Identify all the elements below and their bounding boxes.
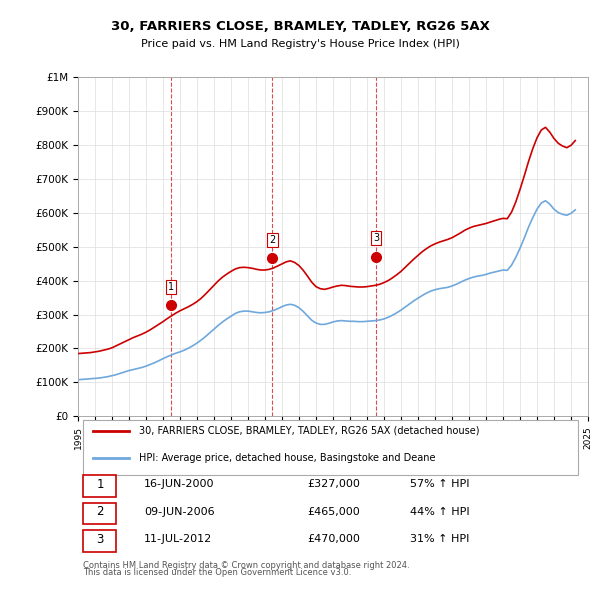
Text: £465,000: £465,000 <box>308 507 360 517</box>
FancyBboxPatch shape <box>83 503 116 524</box>
Text: 09-JUN-2006: 09-JUN-2006 <box>145 507 215 517</box>
Text: This data is licensed under the Open Government Licence v3.0.: This data is licensed under the Open Gov… <box>83 568 352 576</box>
Text: 2: 2 <box>269 235 275 245</box>
Text: 2: 2 <box>96 506 104 519</box>
Text: HPI: Average price, detached house, Basingstoke and Deane: HPI: Average price, detached house, Basi… <box>139 454 436 464</box>
Text: 16-JUN-2000: 16-JUN-2000 <box>145 479 215 489</box>
Text: 30, FARRIERS CLOSE, BRAMLEY, TADLEY, RG26 5AX: 30, FARRIERS CLOSE, BRAMLEY, TADLEY, RG2… <box>110 20 490 33</box>
Text: 11-JUL-2012: 11-JUL-2012 <box>145 535 212 545</box>
Text: 44% ↑ HPI: 44% ↑ HPI <box>409 507 469 517</box>
Text: £327,000: £327,000 <box>308 479 361 489</box>
FancyBboxPatch shape <box>83 476 116 497</box>
FancyBboxPatch shape <box>83 530 116 552</box>
Text: 3: 3 <box>96 533 104 546</box>
Text: 1: 1 <box>168 282 174 291</box>
Text: Contains HM Land Registry data © Crown copyright and database right 2024.: Contains HM Land Registry data © Crown c… <box>83 560 410 570</box>
Text: £470,000: £470,000 <box>308 535 361 545</box>
Text: 1: 1 <box>96 478 104 491</box>
FancyBboxPatch shape <box>83 419 578 475</box>
Text: 30, FARRIERS CLOSE, BRAMLEY, TADLEY, RG26 5AX (detached house): 30, FARRIERS CLOSE, BRAMLEY, TADLEY, RG2… <box>139 426 480 436</box>
Text: Price paid vs. HM Land Registry's House Price Index (HPI): Price paid vs. HM Land Registry's House … <box>140 40 460 49</box>
Text: 3: 3 <box>373 233 379 243</box>
Text: 31% ↑ HPI: 31% ↑ HPI <box>409 535 469 545</box>
Text: 57% ↑ HPI: 57% ↑ HPI <box>409 479 469 489</box>
